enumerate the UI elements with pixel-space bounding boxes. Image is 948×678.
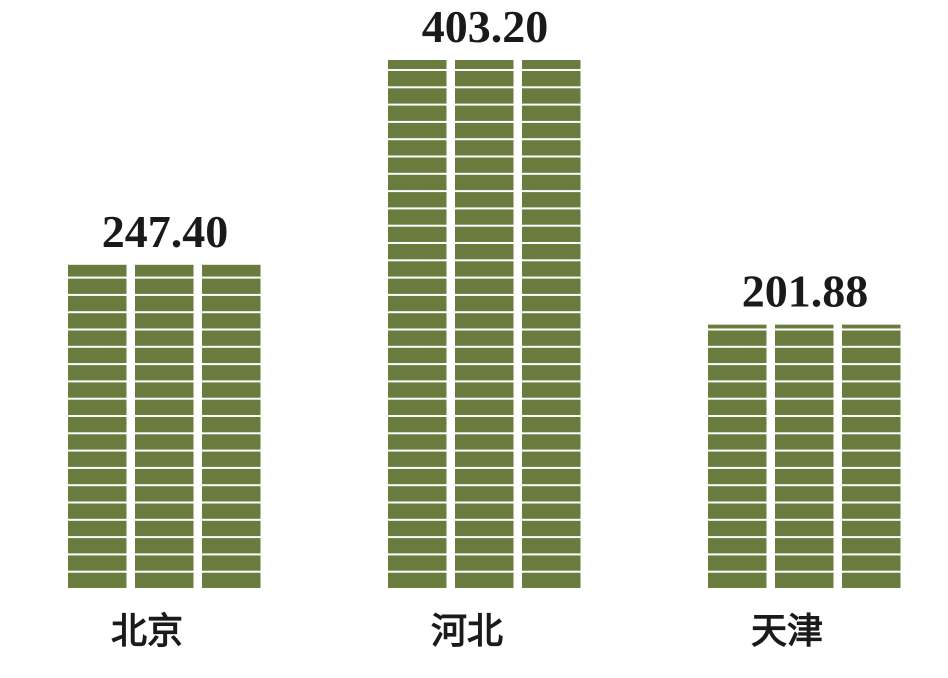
value-label: 201.88: [742, 266, 869, 317]
value-label: 403.20: [422, 1, 549, 52]
x-tick-label: 河北: [431, 611, 503, 652]
bar: [708, 324, 902, 590]
bar: [388, 60, 582, 590]
value-label: 247.40: [102, 206, 229, 257]
bar: [68, 264, 262, 590]
x-tick-label: 北京: [111, 610, 183, 652]
x-tick-label: 天津: [751, 611, 823, 652]
